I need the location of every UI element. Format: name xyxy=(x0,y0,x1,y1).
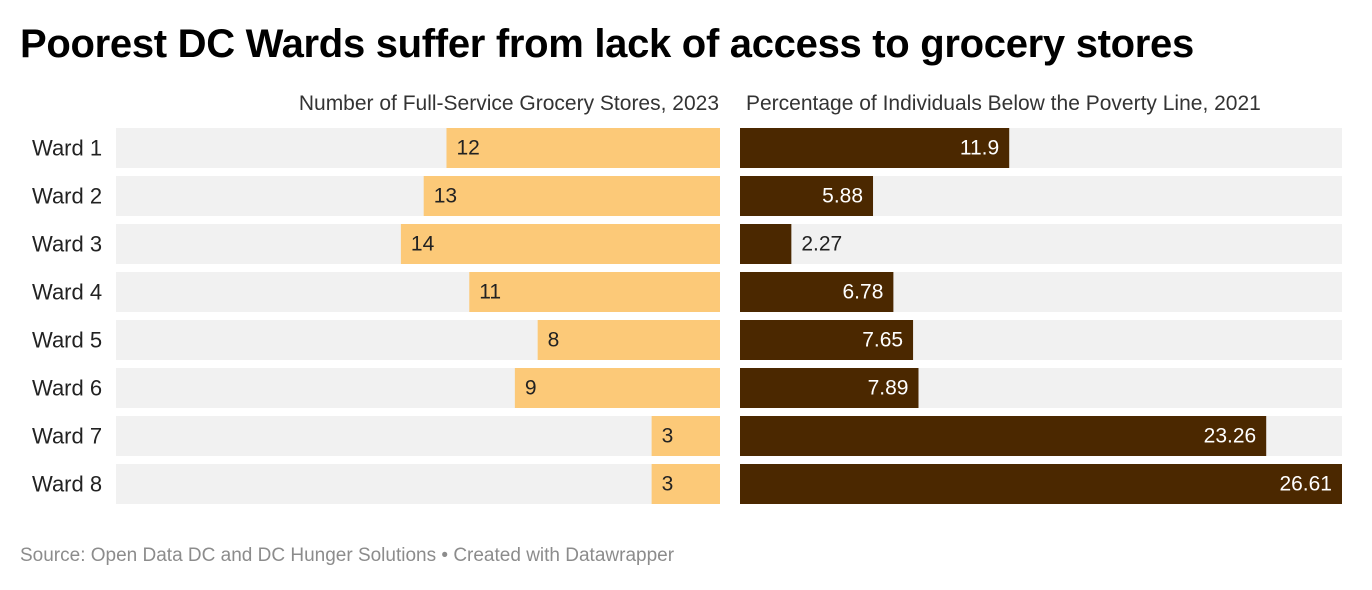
poverty-bar xyxy=(740,224,792,264)
poverty-value-label: 7.65 xyxy=(862,329,903,352)
chart-area: Ward 1 12 11.9 Ward 2 13 5.88 Ward 3 14 2.27 Ward… xyxy=(32,128,1342,504)
grocery-value-label: 9 xyxy=(525,377,537,400)
chart-title: Poorest DC Wards suffer from lack of acc… xyxy=(20,22,1194,66)
poverty-bar-track xyxy=(740,224,1342,264)
grocery-value-label: 3 xyxy=(662,425,674,448)
poverty-value-label: 2.27 xyxy=(801,233,842,256)
poverty-value-label: 23.26 xyxy=(1204,425,1257,448)
poverty-bar xyxy=(740,464,1342,504)
ward-label: Ward 7 xyxy=(32,424,102,449)
grocery-bar xyxy=(423,176,720,216)
grocery-bar xyxy=(651,464,720,504)
grocery-bar xyxy=(400,224,720,264)
poverty-value-label: 5.88 xyxy=(822,185,863,208)
grocery-bar xyxy=(651,416,720,456)
grocery-value-label: 3 xyxy=(662,473,674,496)
ward-label: Ward 8 xyxy=(32,472,102,497)
grocery-value-label: 13 xyxy=(434,185,457,208)
ward-label: Ward 1 xyxy=(32,136,102,161)
ward-label: Ward 5 xyxy=(32,328,102,353)
grocery-bar xyxy=(514,368,720,408)
grocery-bar-track xyxy=(116,416,720,456)
grocery-value-label: 12 xyxy=(456,137,479,160)
ward-label: Ward 6 xyxy=(32,376,102,401)
poverty-bar xyxy=(740,368,919,408)
grocery-value-label: 14 xyxy=(411,233,435,256)
ward-label: Ward 3 xyxy=(32,232,102,257)
grocery-bar xyxy=(446,128,720,168)
grocery-value-label: 8 xyxy=(548,329,560,352)
grocery-bar-track xyxy=(116,464,720,504)
poverty-bar xyxy=(740,128,1010,168)
poverty-value-label: 7.89 xyxy=(868,377,909,400)
grocery-panel-title: Number of Full-Service Grocery Stores, 2… xyxy=(298,92,719,115)
ward-label: Ward 4 xyxy=(32,280,102,305)
poverty-bar xyxy=(740,272,894,312)
grocery-bar xyxy=(537,320,720,360)
poverty-bar xyxy=(740,416,1267,456)
source-note: Source: Open Data DC and DC Hunger Solut… xyxy=(20,545,675,566)
poverty-value-label: 11.9 xyxy=(960,137,999,160)
grocery-value-label: 11 xyxy=(479,281,501,304)
poverty-bar xyxy=(740,320,914,360)
poverty-value-label: 26.61 xyxy=(1279,473,1332,496)
poverty-panel-title: Percentage of Individuals Below the Pove… xyxy=(746,92,1261,115)
poverty-bar xyxy=(740,176,874,216)
poverty-value-label: 6.78 xyxy=(843,281,884,304)
grocery-bar xyxy=(469,272,720,312)
ward-label: Ward 2 xyxy=(32,184,102,209)
